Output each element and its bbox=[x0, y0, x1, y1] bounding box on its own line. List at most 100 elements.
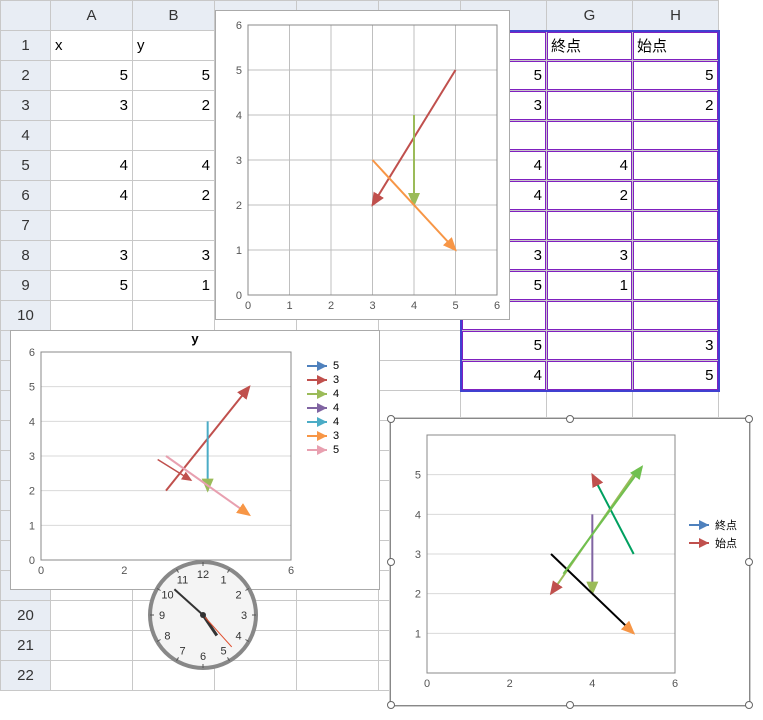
svg-text:3: 3 bbox=[241, 610, 247, 622]
cell-F13[interactable] bbox=[461, 391, 547, 421]
cell-H5[interactable] bbox=[633, 151, 719, 181]
chart-top[interactable]: 01234560123456 bbox=[215, 10, 510, 320]
cell-A5[interactable]: 4 bbox=[51, 151, 133, 181]
cell-H8[interactable] bbox=[633, 241, 719, 271]
cell-B4[interactable] bbox=[133, 121, 215, 151]
cell-H12[interactable]: 5 bbox=[633, 361, 719, 391]
svg-text:6: 6 bbox=[200, 651, 206, 663]
svg-text:5: 5 bbox=[29, 382, 35, 394]
cell-G3[interactable] bbox=[547, 91, 633, 121]
cell-B7[interactable] bbox=[133, 211, 215, 241]
cell-H10[interactable] bbox=[633, 301, 719, 331]
cell-G5[interactable]: 4 bbox=[547, 151, 633, 181]
cell-A22[interactable] bbox=[51, 661, 133, 691]
svg-text:5: 5 bbox=[452, 300, 458, 312]
svg-text:5: 5 bbox=[415, 470, 421, 482]
svg-text:10: 10 bbox=[161, 590, 173, 602]
svg-text:2: 2 bbox=[29, 486, 35, 498]
cell-G4[interactable] bbox=[547, 121, 633, 151]
row-header-21[interactable]: 21 bbox=[1, 631, 51, 661]
row-header-7[interactable]: 7 bbox=[1, 211, 51, 241]
row-header-5[interactable]: 5 bbox=[1, 151, 51, 181]
cell-A6[interactable]: 4 bbox=[51, 181, 133, 211]
cell-B10[interactable] bbox=[133, 301, 215, 331]
row-header-6[interactable]: 6 bbox=[1, 181, 51, 211]
cell-A4[interactable] bbox=[51, 121, 133, 151]
cell-A8[interactable]: 3 bbox=[51, 241, 133, 271]
col-header-B[interactable]: B bbox=[133, 1, 215, 31]
cell-G11[interactable] bbox=[547, 331, 633, 361]
cell-H9[interactable] bbox=[633, 271, 719, 301]
cell-A2[interactable]: 5 bbox=[51, 61, 133, 91]
cell-H11[interactable]: 3 bbox=[633, 331, 719, 361]
cell-G12[interactable] bbox=[547, 361, 633, 391]
svg-text:1: 1 bbox=[220, 574, 226, 586]
resize-handle[interactable] bbox=[387, 701, 395, 709]
cell-F12[interactable]: 4 bbox=[461, 361, 547, 391]
svg-text:2: 2 bbox=[507, 678, 513, 690]
cell-H3[interactable]: 2 bbox=[633, 91, 719, 121]
resize-handle[interactable] bbox=[566, 415, 574, 423]
resize-handle[interactable] bbox=[745, 558, 753, 566]
cell-B5[interactable]: 4 bbox=[133, 151, 215, 181]
row-header-2[interactable]: 2 bbox=[1, 61, 51, 91]
cell-B9[interactable]: 1 bbox=[133, 271, 215, 301]
resize-handle[interactable] bbox=[566, 701, 574, 709]
row-header-8[interactable]: 8 bbox=[1, 241, 51, 271]
cell-A7[interactable] bbox=[51, 211, 133, 241]
svg-text:5: 5 bbox=[220, 646, 226, 658]
cell-G8[interactable]: 3 bbox=[547, 241, 633, 271]
row-header-3[interactable]: 3 bbox=[1, 91, 51, 121]
cell-E12[interactable] bbox=[379, 361, 461, 391]
cell-G6[interactable]: 2 bbox=[547, 181, 633, 211]
cell-H13[interactable] bbox=[633, 391, 719, 421]
resize-handle[interactable] bbox=[387, 558, 395, 566]
svg-text:1: 1 bbox=[236, 245, 242, 257]
svg-text:6: 6 bbox=[29, 347, 35, 359]
cell-H6[interactable] bbox=[633, 181, 719, 211]
resize-handle[interactable] bbox=[745, 415, 753, 423]
col-header-A[interactable]: A bbox=[51, 1, 133, 31]
cell-H4[interactable] bbox=[633, 121, 719, 151]
col-header-H[interactable]: H bbox=[633, 1, 719, 31]
cell-G13[interactable] bbox=[547, 391, 633, 421]
cell-F11[interactable]: 5 bbox=[461, 331, 547, 361]
cell-A9[interactable]: 5 bbox=[51, 271, 133, 301]
cell-B2[interactable]: 5 bbox=[133, 61, 215, 91]
cell-B1[interactable]: y bbox=[133, 31, 215, 61]
cell-G7[interactable] bbox=[547, 211, 633, 241]
resize-handle[interactable] bbox=[745, 701, 753, 709]
row-header-20[interactable]: 20 bbox=[1, 601, 51, 631]
cell-D20[interactable] bbox=[297, 601, 379, 631]
row-header-10[interactable]: 10 bbox=[1, 301, 51, 331]
cell-A1[interactable]: x bbox=[51, 31, 133, 61]
cell-E11[interactable] bbox=[379, 331, 461, 361]
cell-A10[interactable] bbox=[51, 301, 133, 331]
row-header-4[interactable]: 4 bbox=[1, 121, 51, 151]
row-header-1[interactable]: 1 bbox=[1, 31, 51, 61]
cell-B8[interactable]: 3 bbox=[133, 241, 215, 271]
cell-D22[interactable] bbox=[297, 661, 379, 691]
cell-D21[interactable] bbox=[297, 631, 379, 661]
row-header-9[interactable]: 9 bbox=[1, 271, 51, 301]
select-all-cell[interactable] bbox=[1, 1, 51, 31]
cell-G1[interactable]: 終点 bbox=[547, 31, 633, 61]
cell-B6[interactable]: 2 bbox=[133, 181, 215, 211]
cell-G2[interactable] bbox=[547, 61, 633, 91]
chart-left[interactable]: y024601234565344435 bbox=[10, 330, 380, 590]
row-header-22[interactable]: 22 bbox=[1, 661, 51, 691]
chart-right-selected[interactable]: 024612345終点始点 bbox=[390, 418, 750, 706]
cell-A21[interactable] bbox=[51, 631, 133, 661]
cell-A20[interactable] bbox=[51, 601, 133, 631]
cell-H2[interactable]: 5 bbox=[633, 61, 719, 91]
col-header-G[interactable]: G bbox=[547, 1, 633, 31]
cell-A3[interactable]: 3 bbox=[51, 91, 133, 121]
resize-handle[interactable] bbox=[387, 415, 395, 423]
cell-B3[interactable]: 2 bbox=[133, 91, 215, 121]
svg-text:5: 5 bbox=[236, 65, 242, 77]
cell-H1[interactable]: 始点 bbox=[633, 31, 719, 61]
cell-G10[interactable] bbox=[547, 301, 633, 331]
clock-widget[interactable]: 123456789101112 bbox=[148, 560, 258, 670]
cell-G9[interactable]: 1 bbox=[547, 271, 633, 301]
cell-H7[interactable] bbox=[633, 211, 719, 241]
